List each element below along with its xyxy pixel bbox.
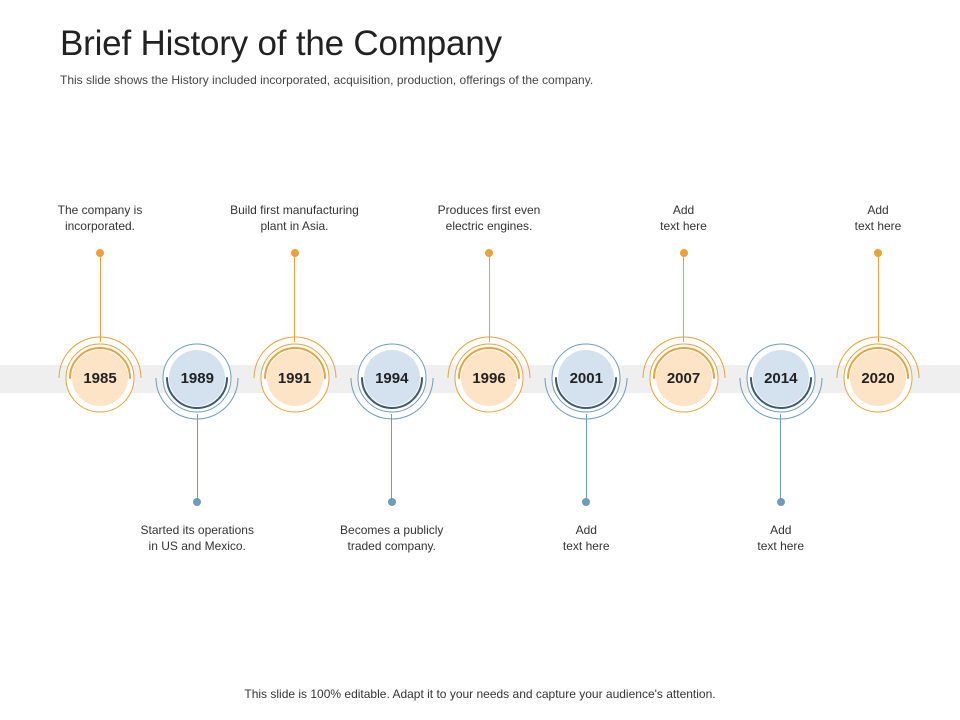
event-description: Build first manufacturing plant in Asia. <box>210 202 380 234</box>
milestone-circle-graphic <box>739 343 823 420</box>
event-description: Becomes a publicly traded company. <box>307 522 477 554</box>
event-description-line: traded company. <box>347 539 437 553</box>
milestone-year: 1991 <box>277 369 312 387</box>
connector-dot <box>776 498 785 506</box>
event-description-line: plant in Asia. <box>260 219 329 233</box>
connector-line <box>585 414 587 502</box>
event-description-line: Started its operations <box>140 523 254 537</box>
milestone-1994: 1994 <box>347 333 437 423</box>
event-description-line: Add <box>770 523 792 537</box>
event-description-line: incorporated. <box>64 219 136 233</box>
connector-line <box>391 414 393 502</box>
event-description-line: text here <box>757 539 805 553</box>
event-description-line: Produces first even <box>437 203 541 217</box>
connector-line <box>99 253 101 342</box>
milestone-circle-graphic <box>253 336 336 413</box>
milestone-circle-graphic <box>447 336 531 413</box>
event-description-line: Add <box>867 203 889 217</box>
connector-line <box>683 253 684 342</box>
milestone-circle-graphic <box>544 343 628 420</box>
milestone-2001: 2001 <box>541 333 631 423</box>
milestone-year: 1989 <box>180 369 214 387</box>
milestone-2007: 2007 <box>639 333 729 423</box>
event-description-line: Add <box>672 203 695 217</box>
milestone-1989: 1989 <box>152 333 242 423</box>
connector-dot <box>485 249 493 257</box>
event-description-line: Add <box>575 523 597 537</box>
milestone-year: 1985 <box>83 369 117 387</box>
connector-dot <box>96 249 104 257</box>
milestone-circle-graphic <box>642 336 725 413</box>
event-description-line: Build first manufacturing <box>230 203 359 217</box>
connector-dot <box>290 249 299 257</box>
event-description: Produces first even electric engines. <box>404 202 574 234</box>
connector-line <box>294 253 295 342</box>
event-description: Add text here <box>793 202 960 234</box>
event-description-line: The company is <box>57 203 143 217</box>
event-description-line: in US and Mexico. <box>148 539 246 553</box>
milestone-2014: 2014 <box>736 333 826 423</box>
event-description-line: Becomes a publicly <box>340 523 444 537</box>
event-description-line: text here <box>854 219 902 233</box>
milestone-1996: 1996 <box>444 333 534 423</box>
event-description-line: text here <box>562 539 610 553</box>
event-description-line: electric engines. <box>445 219 533 233</box>
milestone-circle-graphic <box>836 336 920 413</box>
event-description: The company is incorporated. <box>15 202 185 234</box>
event-description: Started its operations in US and Mexico. <box>112 522 282 554</box>
milestone-circle-graphic <box>350 343 434 420</box>
slide-footer: This slide is 100% editable. Adapt it to… <box>244 687 716 701</box>
milestone-1985: 1985 <box>55 333 145 423</box>
milestone-circle-graphic <box>58 336 142 413</box>
connector-dot <box>679 249 688 257</box>
connector-dot <box>582 498 591 506</box>
milestone-year: 2007 <box>666 369 701 387</box>
milestone-1991: 1991 <box>250 333 340 423</box>
connector-dot <box>874 249 882 257</box>
milestone-circle-graphic <box>155 343 239 420</box>
connector-line <box>488 253 490 342</box>
connector-line <box>196 414 198 502</box>
milestone-2020: 2020 <box>833 333 923 423</box>
connector-line <box>877 253 879 342</box>
event-description-line: text here <box>660 219 707 233</box>
connector-line <box>780 414 782 502</box>
milestone-year: 1996 <box>472 369 506 387</box>
event-description: Add text here <box>599 202 769 234</box>
milestone-year: 2020 <box>861 369 895 387</box>
milestone-year: 2014 <box>764 369 798 387</box>
slide-title: Brief History of the Company <box>60 24 502 63</box>
connector-dot <box>193 498 202 506</box>
event-description: Add text here <box>696 522 866 554</box>
slide-subtitle: This slide shows the History included in… <box>60 73 594 87</box>
connector-dot <box>387 498 396 506</box>
milestone-year: 1994 <box>375 369 409 387</box>
milestone-year: 2001 <box>569 369 603 387</box>
event-description: Add text here <box>501 522 671 554</box>
